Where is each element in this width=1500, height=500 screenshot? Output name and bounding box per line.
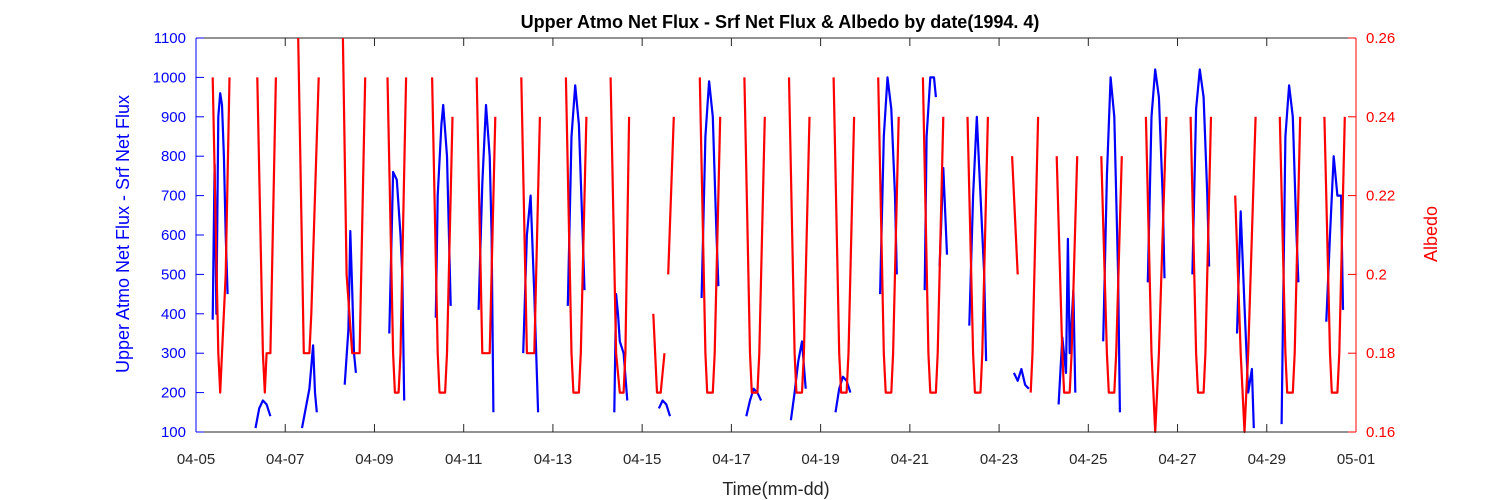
flux-line-segment (434, 103, 452, 318)
albedo-line-segment (667, 116, 675, 275)
y-tick-left-label: 100 (161, 424, 186, 441)
chart-title: Upper Atmo Net Flux - Srf Net Flux & Alb… (521, 12, 1040, 32)
albedo-line-segment (652, 313, 666, 394)
albedo-line-segment (698, 77, 722, 394)
y-tick-right-label: 0.16 (1366, 424, 1395, 441)
x-tick-label: 04-25 (1069, 451, 1107, 468)
flux-line-segment (657, 399, 672, 417)
y-axis-left: 100 200 300 400 500 600 700 800 900 1000 1100 (153, 30, 204, 441)
flux-line-segment (879, 76, 898, 295)
y-axis-right: 0.16 0.18 0.2 0.22 0.24 0.26 (1348, 30, 1395, 441)
y-tick-left-label: 500 (161, 266, 186, 283)
x-tick-label: 05-01 (1337, 451, 1375, 468)
albedo-line-segment (431, 77, 454, 394)
albedo-line-segment (743, 77, 766, 394)
flux-line-segment (1235, 210, 1255, 429)
albedo-line-segment (966, 116, 989, 394)
albedo-line-segment (297, 37, 320, 355)
y-tick-left-label: 700 (161, 188, 186, 205)
y-tick-left-label: 300 (161, 345, 186, 362)
flux-line-segment (1325, 155, 1345, 322)
albedo-line-segment (256, 77, 277, 394)
albedo-line-segment (211, 77, 231, 394)
flux-line-segment (1012, 367, 1030, 390)
albedo-line-segment (475, 77, 497, 355)
y-tick-right-label: 0.2 (1366, 266, 1387, 283)
x-tick-label: 04-29 (1248, 451, 1286, 468)
x-tick-label: 04-17 (712, 451, 750, 468)
x-tick-label: 04-21 (891, 451, 929, 468)
y-axis-left-title: Upper Atmo Net Flux - Srf Net Flux (113, 95, 133, 373)
albedo-series (211, 37, 1346, 434)
albedo-line-segment (386, 77, 408, 394)
x-tick-label: 04-15 (623, 451, 661, 468)
x-tick-label: 04-19 (801, 451, 839, 468)
x-tick-label: 04-27 (1158, 451, 1196, 468)
y-tick-left-label: 600 (161, 227, 186, 244)
y-tick-left-label: 400 (161, 306, 186, 323)
albedo-line-segment (832, 77, 856, 394)
x-axis-title: Time(mm-dd) (722, 479, 829, 499)
x-tick-label: 04-23 (980, 451, 1018, 468)
y-tick-left-label: 1100 (154, 30, 186, 47)
albedo-line-segment (520, 77, 541, 355)
albedo-line-segment (1278, 116, 1302, 394)
flux-line-segment (343, 230, 357, 385)
albedo-line-segment (1055, 156, 1079, 394)
y-tick-right-label: 0.26 (1366, 30, 1395, 47)
x-tick-label: 04-11 (445, 451, 482, 468)
flux-line-segment (1191, 68, 1211, 275)
y-tick-right-label: 0.22 (1366, 188, 1395, 205)
albedo-line-segment (341, 37, 367, 355)
x-tick-label: 04-05 (177, 451, 215, 468)
y-tick-left-label: 200 (161, 385, 186, 402)
albedo-line-segment (921, 77, 945, 394)
y-tick-right-label: 0.18 (1366, 345, 1395, 362)
y-tick-left-label: 800 (161, 148, 186, 165)
flux-line-segment (1102, 76, 1121, 413)
y-axis-right-title: Albedo (1421, 206, 1441, 262)
albedo-line-segment (1189, 116, 1213, 394)
flux-line-segment (300, 344, 318, 429)
albedo-line-segment (787, 77, 811, 394)
y-tick-left-label: 900 (161, 109, 186, 126)
albedo-line-segment (1323, 116, 1346, 394)
albedo-line-segment (1011, 156, 1019, 275)
albedo-line-segment (1029, 116, 1040, 393)
flux-line-segment (745, 387, 763, 417)
x-tick-label: 04-13 (534, 451, 572, 468)
albedo-line-segment (1100, 156, 1123, 394)
y-tick-left-label: 1000 (153, 69, 186, 86)
flux-line-segment (254, 399, 272, 429)
flux-series (211, 68, 1345, 429)
x-tick-label: 04-07 (266, 451, 304, 468)
x-tick-label: 04-09 (355, 451, 393, 468)
x-axis: 04-05 04-07 04-09 04-11 04-13 04-15 04-17 04-19… (177, 38, 1375, 468)
albedo-line-segment (609, 77, 631, 394)
albedo-line-segment (877, 77, 900, 394)
albedo-line-segment (564, 77, 588, 394)
y-tick-right-label: 0.24 (1366, 109, 1395, 126)
